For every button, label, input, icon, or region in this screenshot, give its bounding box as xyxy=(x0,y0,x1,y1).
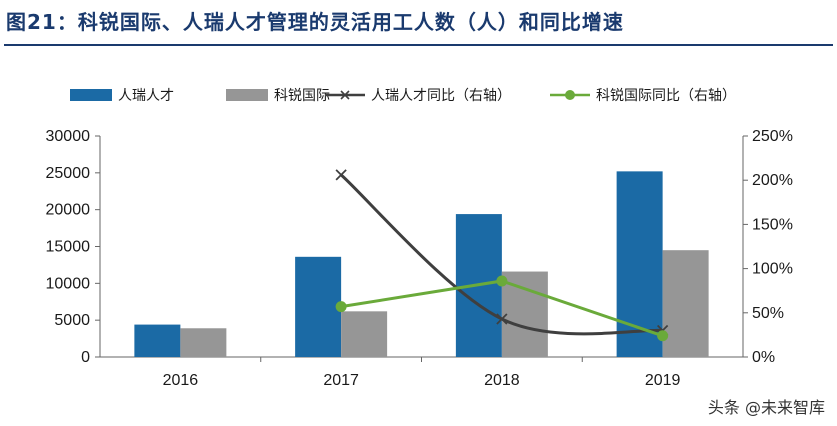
y-right-tick-label: 200% xyxy=(752,172,793,189)
bar xyxy=(295,256,342,357)
lines xyxy=(335,169,669,342)
point-x-marker xyxy=(496,313,508,325)
y-right-tick-label: 150% xyxy=(752,216,793,233)
legend-swatch xyxy=(226,89,268,101)
y-right-tick-label: 50% xyxy=(752,305,784,322)
y-left-tick-label: 15000 xyxy=(46,239,91,256)
x-tick-label: 2019 xyxy=(645,372,681,389)
legend-label: 科锐国际同比（右轴） xyxy=(596,88,736,104)
watermark: 头条 @未来智库 xyxy=(707,398,825,417)
legend-label: 人瑞人才同比（右轴） xyxy=(371,88,511,104)
bar xyxy=(134,324,181,357)
point-circle-marker xyxy=(496,275,508,287)
bar xyxy=(501,271,548,357)
y-right-tick-label: 250% xyxy=(752,128,793,145)
y-left-tick-label: 10000 xyxy=(46,275,91,292)
legend-swatch xyxy=(70,89,112,101)
legend-label: 科锐国际 xyxy=(274,88,330,104)
page-title: 图21：科锐国际、人瑞人才管理的灵活用工人数（人）和同比增速 xyxy=(6,10,624,34)
y-left-tick-label: 5000 xyxy=(54,312,90,329)
point-x-marker xyxy=(335,169,347,181)
y-left-tick-label: 25000 xyxy=(46,165,91,182)
bars xyxy=(134,171,709,357)
point-circle-marker xyxy=(335,301,347,313)
legend: 人瑞人才 科锐国际 人瑞人才同比（右轴） 科锐国际同比（右轴） xyxy=(70,88,736,104)
legend-marker xyxy=(565,90,575,100)
y-left-tick-label: 20000 xyxy=(46,202,91,219)
bar xyxy=(662,250,709,357)
bar xyxy=(616,171,663,357)
bar xyxy=(180,328,227,357)
title-divider xyxy=(4,44,833,46)
x-tick-label: 2017 xyxy=(323,372,359,389)
legend-marker xyxy=(340,90,350,100)
x-tick-label: 2018 xyxy=(484,372,520,389)
y-right-tick-label: 0% xyxy=(752,349,775,366)
x-tick-label: 2016 xyxy=(163,372,199,389)
bar xyxy=(341,311,388,357)
point-circle-marker xyxy=(657,330,669,342)
y-left-tick-label: 30000 xyxy=(46,128,91,145)
y-right-tick-label: 100% xyxy=(752,261,793,278)
legend-label: 人瑞人才 xyxy=(118,88,174,104)
y-left-tick-label: 0 xyxy=(81,349,90,366)
